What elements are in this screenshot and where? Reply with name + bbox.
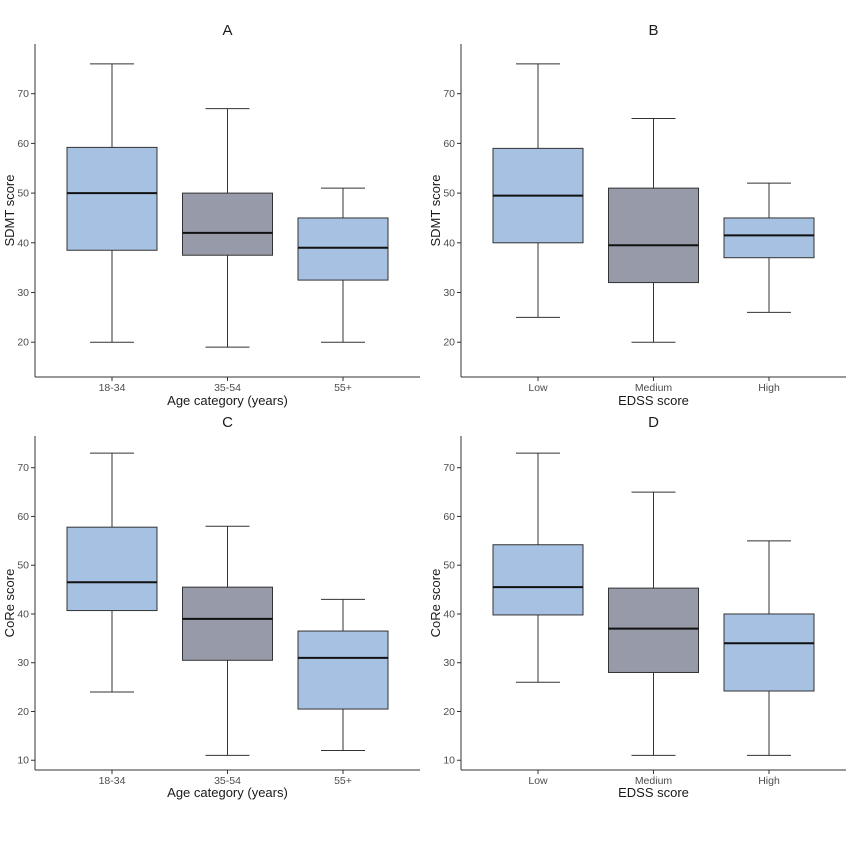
iqr-box: [66, 146, 158, 251]
y-tick-label: 10: [17, 755, 29, 767]
y-tick-label: 70: [443, 462, 455, 474]
y-axis-title: SDMT score: [428, 175, 443, 247]
iqr-box: [297, 217, 389, 281]
iqr-box: [182, 192, 273, 256]
y-tick-label: 70: [17, 462, 29, 474]
y-tick-label: 70: [17, 88, 29, 100]
panel-b: B 20 30 40 50 60 70 Low Medium High EDSS score SDMT…: [428, 22, 846, 408]
y-tick-label: 60: [443, 511, 455, 523]
x-tick-label: High: [758, 775, 780, 787]
y-tick-label: 30: [17, 287, 29, 299]
panel-d: D 10 20 30 40 50 60 70 Low Medium High EDSS score Co…: [428, 414, 846, 800]
x-tick-label: High: [758, 382, 780, 394]
panel-c: C 10 20 30 40 50 60 70 18-34 35-54 55+ Age category…: [2, 414, 420, 800]
panel-a: A 20 30 40 50 60 70 18-34 35-54 55+ Age category (…: [2, 22, 420, 408]
x-tick-label: 35-54: [214, 775, 241, 787]
iqr-box: [723, 613, 815, 692]
y-axis-title: SDMT score: [2, 175, 17, 247]
x-tick-label: 35-54: [214, 382, 241, 394]
iqr-box: [66, 526, 158, 612]
x-tick-label: Medium: [635, 775, 673, 787]
y-axis-title: CoRe score: [428, 569, 443, 638]
box-High: [723, 540, 815, 756]
x-tick-label: Low: [528, 775, 548, 787]
x-axis-title: Age category (years): [167, 393, 288, 408]
y-axis-title: CoRe score: [2, 569, 17, 638]
y-tick-label: 30: [443, 657, 455, 669]
y-tick-label: 60: [17, 511, 29, 523]
y-tick-label: 50: [443, 188, 455, 200]
y-tick-label: 20: [17, 337, 29, 349]
panel-title: B: [648, 22, 658, 39]
x-tick-label: Low: [528, 382, 548, 394]
iqr-box: [297, 630, 389, 710]
panel-title: C: [222, 414, 233, 431]
iqr-box: [608, 587, 699, 673]
box-Medium: [608, 491, 699, 756]
y-tick-label: 20: [17, 706, 29, 718]
box-Low: [492, 63, 584, 318]
y-tick-label: 40: [443, 237, 455, 249]
x-tick-label: 55+: [334, 775, 352, 787]
y-tick-label: 60: [443, 138, 455, 150]
box-35-54: [182, 108, 273, 348]
y-tick-label: 20: [443, 706, 455, 718]
y-tick-label: 30: [17, 657, 29, 669]
x-tick-label: 18-34: [99, 775, 126, 787]
box-Medium: [608, 118, 699, 343]
x-tick-label: 55+: [334, 382, 352, 394]
y-tick-label: 40: [17, 608, 29, 620]
box-35-54: [182, 525, 273, 756]
x-tick-label: 18-34: [99, 382, 126, 394]
box-55+: [297, 187, 389, 343]
y-tick-label: 70: [443, 88, 455, 100]
box-High: [723, 182, 815, 313]
panel-title: D: [648, 414, 659, 431]
y-tick-label: 30: [443, 287, 455, 299]
panel-title: A: [222, 22, 232, 39]
y-tick-label: 60: [17, 138, 29, 150]
iqr-box: [182, 586, 273, 661]
iqr-box: [492, 544, 584, 616]
iqr-box: [723, 217, 815, 259]
iqr-box: [608, 187, 699, 284]
x-axis-title: EDSS score: [618, 785, 689, 800]
y-tick-label: 40: [17, 237, 29, 249]
x-axis-title: EDSS score: [618, 393, 689, 408]
y-tick-label: 50: [17, 560, 29, 572]
x-tick-label: Medium: [635, 382, 673, 394]
box-55+: [297, 598, 389, 751]
box-18-34: [66, 452, 158, 693]
box-Low: [492, 452, 584, 683]
y-tick-label: 10: [443, 755, 455, 767]
y-tick-label: 40: [443, 608, 455, 620]
y-tick-label: 20: [443, 337, 455, 349]
y-tick-label: 50: [443, 560, 455, 572]
x-axis-title: Age category (years): [167, 785, 288, 800]
y-tick-label: 50: [17, 188, 29, 200]
box-18-34: [66, 63, 158, 343]
